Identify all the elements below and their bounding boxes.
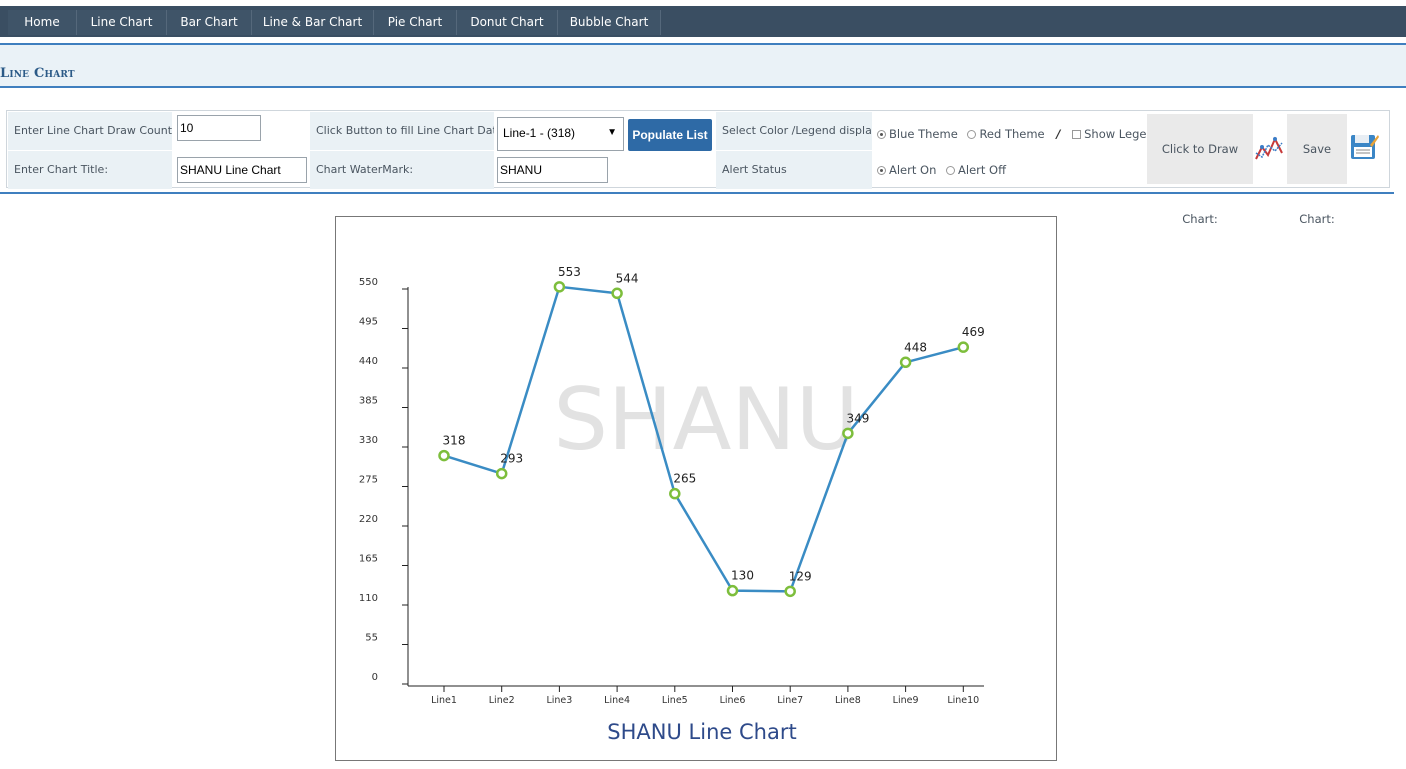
data-point	[669, 487, 681, 500]
draw-chart-icon[interactable]	[1253, 133, 1285, 165]
y-tick-label: 0	[372, 672, 378, 683]
data-point	[784, 585, 796, 598]
control-panel: Enter Line Chart Draw Count: 10 Click Bu…	[6, 110, 1390, 226]
header-rule-top	[0, 43, 1406, 45]
watermark-input[interactable]: SHANU	[497, 157, 608, 183]
data-point	[553, 281, 566, 293]
alert-off-label: Alert Off	[958, 163, 1007, 177]
series-line	[443, 285, 964, 593]
x-tick-label: Line10	[947, 695, 979, 706]
x-tick-label: Line1	[431, 695, 457, 706]
show-legend-label: Show Legend	[1084, 127, 1162, 141]
data-point	[899, 356, 912, 369]
data-point	[438, 449, 450, 462]
y-tick-label: 165	[359, 554, 378, 565]
x-tick-label: Line8	[835, 695, 861, 706]
draw-count-label: Enter Line Chart Draw Count:	[8, 112, 172, 150]
theme-options: Blue Theme Red Theme / Show Legend	[877, 115, 1161, 153]
nav-pie-chart[interactable]: Pie Chart	[374, 10, 457, 35]
alert-label: Alert Status	[716, 151, 872, 189]
data-label: 469	[962, 325, 985, 339]
fill-data-label: Click Button to fill Line Chart Data:	[310, 112, 494, 150]
theme-separator: /	[1056, 127, 1061, 141]
data-label: 293	[500, 452, 523, 466]
show-legend-checkbox[interactable]	[1072, 130, 1082, 139]
data-label: 130	[731, 569, 754, 583]
x-tick-label: Line6	[720, 695, 746, 706]
nav-line-bar-chart[interactable]: Line & Bar Chart	[252, 10, 374, 35]
data-point	[611, 287, 623, 300]
y-tick-label: 550	[359, 277, 378, 288]
chart-axes: 0 55 110 165 220 275 330 385 440 495 550 Line1 Line2…	[359, 277, 984, 706]
data-label: 553	[558, 265, 581, 279]
nav-bubble-chart[interactable]: Bubble Chart	[558, 10, 661, 35]
line-chart: SHANU 0 55 110 165 220 275 330 385 440 495 550 Line…	[359, 265, 985, 744]
chart-points: 318 293 553 544 265 130 129 349 448 469	[438, 265, 985, 598]
data-label: 349	[846, 411, 869, 425]
chart-title: SHANU Line Chart	[607, 720, 796, 744]
x-tick-label: Line2	[489, 695, 515, 706]
data-point	[957, 341, 970, 353]
blue-theme-label: Blue Theme	[889, 127, 958, 141]
data-label: 544	[616, 271, 639, 285]
alert-on-label: Alert On	[889, 163, 937, 177]
top-nav: Home Line Chart Bar Chart Line & Bar Cha…	[0, 6, 1406, 37]
y-tick-label: 385	[359, 396, 378, 407]
data-label: 318	[443, 434, 466, 448]
draw-chart-label: Click to Draw Chart:	[1147, 114, 1253, 226]
chart-title-label: Enter Chart Title:	[8, 151, 172, 189]
chart-title-input[interactable]: SHANU Line Chart	[177, 157, 307, 183]
nav-bar-chart[interactable]: Bar Chart	[167, 10, 252, 35]
x-tick-label: Line9	[893, 695, 919, 706]
data-point	[842, 427, 854, 440]
data-label: 129	[789, 569, 812, 583]
y-tick-label: 110	[359, 593, 378, 604]
data-point	[495, 467, 508, 480]
x-tick-label: Line4	[604, 695, 630, 706]
red-theme-label: Red Theme	[979, 127, 1045, 141]
title-band	[0, 45, 1406, 87]
alert-options: Alert On Alert Off	[877, 151, 1006, 189]
y-tick-label: 275	[359, 475, 378, 486]
chevron-down-icon: ▼	[607, 127, 617, 138]
nav-home[interactable]: Home	[8, 10, 77, 35]
populate-list-button[interactable]: Populate List	[628, 119, 712, 151]
header-rule-bottom	[0, 86, 1406, 88]
x-tick-label: Line7	[777, 695, 803, 706]
watermark-label: Chart WaterMark:	[310, 151, 494, 189]
nav-donut-chart[interactable]: Donut Chart	[457, 10, 558, 35]
data-point	[726, 584, 739, 597]
chart-watermark: SHANU	[553, 370, 858, 470]
y-tick-label: 495	[359, 317, 378, 328]
page-title: Line Chart	[0, 66, 75, 81]
x-tick-label: Line5	[662, 695, 688, 706]
save-chart-icon[interactable]	[1348, 131, 1380, 163]
data-label: 448	[904, 340, 927, 354]
x-tick-label: Line3	[546, 695, 572, 706]
theme-label: Select Color /Legend display	[716, 112, 872, 150]
data-label: 265	[673, 472, 696, 486]
blue-theme-radio[interactable]	[877, 130, 886, 139]
nav-line-chart[interactable]: Line Chart	[77, 10, 167, 35]
y-tick-label: 220	[359, 514, 378, 525]
red-theme-radio[interactable]	[967, 130, 977, 139]
alert-on-radio[interactable]	[877, 166, 886, 175]
fill-data-select[interactable]: Line-1 - (318) ▼	[497, 117, 624, 151]
draw-count-input[interactable]: 10	[177, 115, 261, 141]
panel-rule	[0, 192, 1394, 194]
alert-off-radio[interactable]	[946, 166, 956, 175]
line-chart-frame: SHANU 0 55 110 165 220 275 330 385 440 495 550 Line…	[335, 216, 1057, 761]
save-chart-label: Save Chart:	[1287, 114, 1347, 226]
y-tick-label: 330	[359, 435, 378, 446]
fill-data-select-value: Line-1 - (318)	[503, 126, 576, 140]
y-tick-label: 440	[359, 356, 378, 367]
y-tick-label: 55	[365, 633, 378, 644]
